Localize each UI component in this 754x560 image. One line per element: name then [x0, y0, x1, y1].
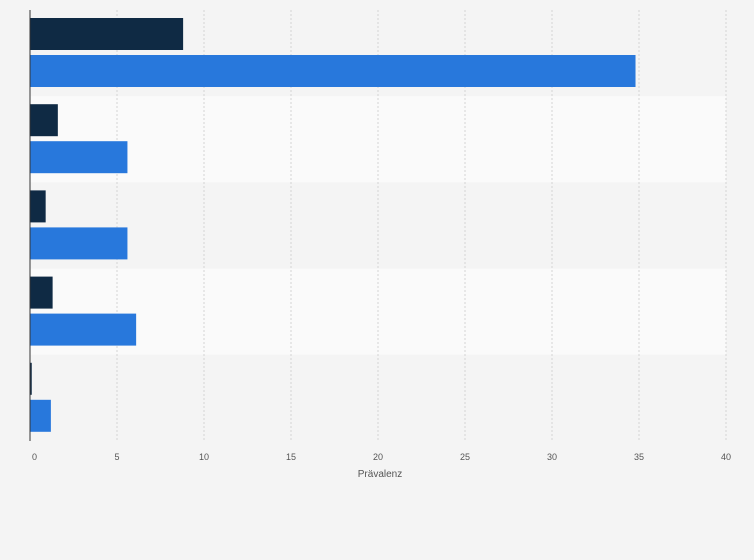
bars	[30, 18, 636, 432]
x-tick-labels: 0 5 10 15 20 25 30 35 40	[32, 452, 731, 462]
bar-series-1-cat-3[interactable]	[30, 190, 46, 223]
x-tick-label: 10	[199, 452, 209, 462]
bar-series-1-cat-4[interactable]	[30, 276, 53, 309]
x-tick-label: 30	[547, 452, 557, 462]
x-tick-label: 0	[32, 452, 37, 462]
x-tick-label: 15	[286, 452, 296, 462]
bar-series-2-cat-3[interactable]	[30, 227, 128, 260]
bar-series-2-cat-2[interactable]	[30, 141, 128, 174]
x-tick-label: 35	[634, 452, 644, 462]
bar-series-2-cat-5[interactable]	[30, 399, 51, 432]
x-tick-label: 40	[721, 452, 731, 462]
bar-series-2-cat-4[interactable]	[30, 313, 137, 346]
x-tick-label: 5	[114, 452, 119, 462]
bar-series-1-cat-1[interactable]	[30, 18, 184, 50]
bar-series-2-cat-1[interactable]	[30, 55, 636, 87]
bar-series-1-cat-2[interactable]	[30, 104, 58, 137]
x-axis-title: Prävalenz	[358, 469, 402, 480]
x-tick-label: 25	[460, 452, 470, 462]
bar-series-1-cat-5[interactable]	[30, 362, 32, 395]
x-tick-label: 20	[373, 452, 383, 462]
